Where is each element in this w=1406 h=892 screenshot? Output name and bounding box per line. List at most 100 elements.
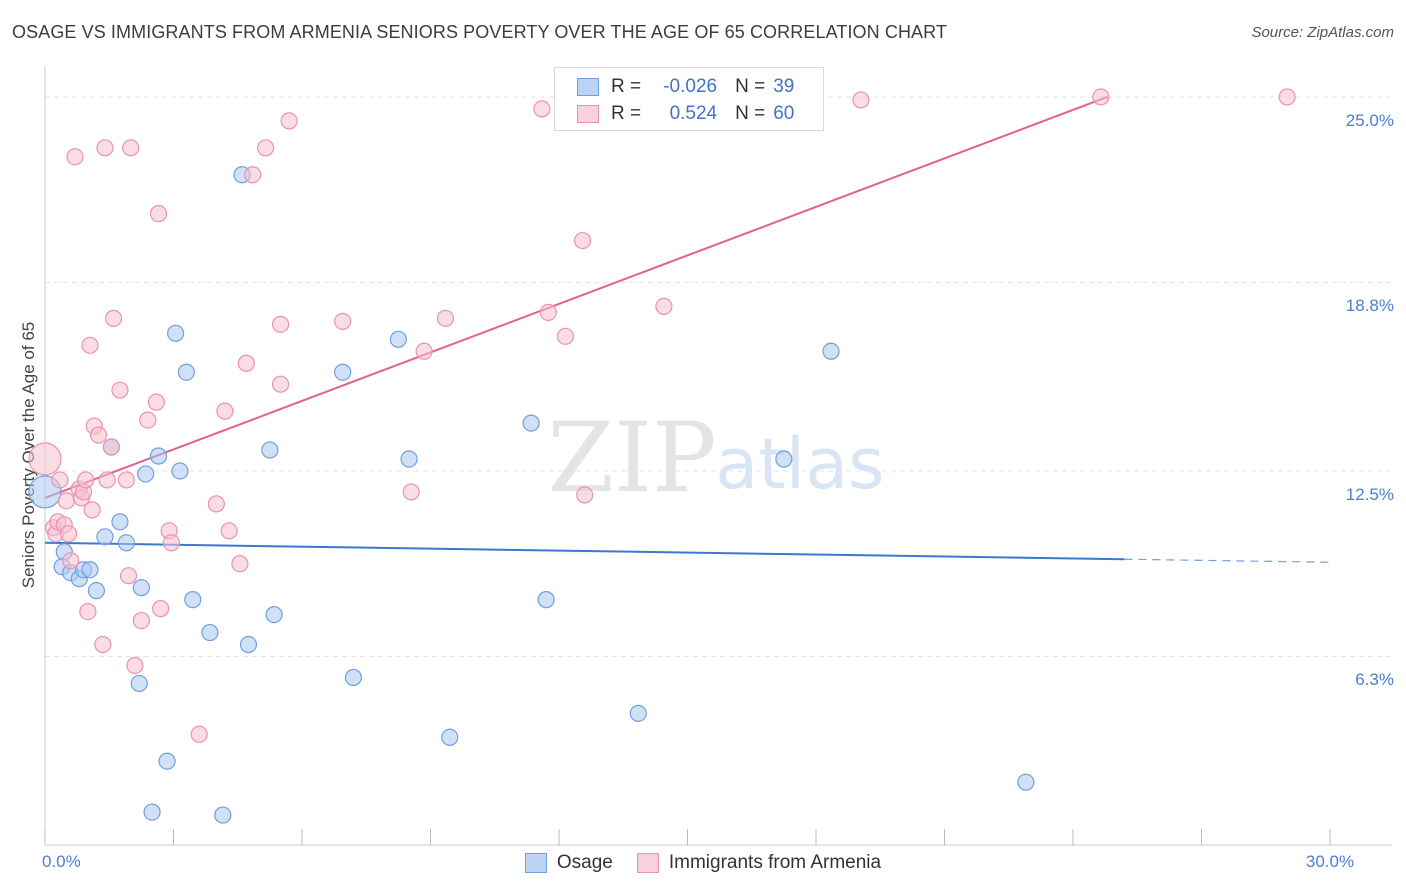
armenia-point [1092,88,1110,106]
source-label: Source: ZipAtlas.com [1251,24,1394,41]
armenia-point [655,297,673,315]
stats-row-osage: R = -0.026 N = 39 [577,75,794,99]
osage-trend-extension [1124,558,1331,563]
r-label: R = [611,76,642,97]
armenia-point [334,312,352,330]
armenia-r-value: 0.524 [669,103,718,124]
armenia-point [139,411,157,429]
armenia-point [852,91,870,109]
armenia-point [190,725,208,743]
osage-point [629,704,647,722]
armenia-point [83,501,101,519]
armenia-point [576,486,594,504]
osage-legend-swatch [524,853,547,873]
osage-point [158,752,176,770]
series-armenia-points [28,88,1296,743]
watermark: ZIP atlas [547,402,884,514]
osage-point [117,534,135,552]
armenia-point [152,600,170,618]
osage-point [537,591,555,609]
osage-point [184,591,202,609]
armenia-point [1278,88,1296,106]
stats-row-armenia: R = 0.524 N = 60 [577,102,794,126]
x-tick-label: 0.0% [42,852,81,871]
osage-point [775,450,793,468]
osage-point [441,728,459,746]
armenia-point [573,231,592,250]
armenia-point [402,483,420,501]
armenia-point [59,525,78,543]
armenia-legend-swatch [636,853,659,873]
osage-point [400,450,418,468]
osage-point [822,342,840,360]
osage-point [96,528,114,546]
chart-title: OSAGE VS IMMIGRANTS FROM ARMENIA SENIORS… [12,22,948,42]
osage-point [81,561,99,579]
armenia-point [102,438,120,456]
armenia-point [111,381,129,399]
osage-trend-line [44,541,1125,561]
armenia-point [415,342,433,360]
stats-legend: R = -0.026 N = 39 R = 0.524 N = 60 [554,67,824,131]
watermark-zip: ZIP [547,402,716,514]
armenia-point [126,656,144,675]
armenia-point [207,495,225,513]
osage-point [214,806,232,824]
armenia-point [271,315,290,333]
armenia-point [119,567,138,585]
armenia-point [57,492,76,510]
osage-point [167,324,185,342]
armenia-point [89,426,108,444]
armenia-point [216,402,234,420]
osage-point [389,330,407,348]
armenia-point [244,166,262,184]
n-label: N = [735,76,766,97]
osage-point [201,623,219,642]
osage-point [132,579,150,597]
osage-point [1017,773,1035,791]
armenia-point [81,336,99,354]
armenia-point [436,309,455,327]
armenia-point [122,139,140,157]
trend-layer [44,96,1331,563]
armenia-point [237,354,255,372]
armenia-point [280,112,298,130]
armenia-point [28,442,62,476]
osage-point [344,668,362,687]
armenia-point [149,205,168,223]
osage-legend-label: Osage [556,852,613,873]
armenia-point [51,471,69,489]
osage-point [137,465,155,483]
armenia-point [94,635,112,654]
armenia-point [117,471,135,489]
armenia-point [271,375,290,393]
legend-item-osage[interactable]: Osage [524,852,613,874]
osage-r-value: -0.026 [663,76,718,97]
series-osage-points [28,166,1035,824]
y-tick-label: 6.3% [1355,670,1394,690]
armenia-point [256,139,275,157]
y-tick-label: 12.5% [1345,484,1394,504]
watermark-atlas: atlas [715,423,884,505]
armenia-legend-label: Immigrants from Armenia [668,852,882,873]
osage-point [149,447,168,465]
armenia-point [539,303,557,321]
osage-point [111,513,129,531]
osage-n-value: 39 [773,76,795,97]
osage-point [130,674,148,693]
osage-point [265,605,283,624]
osage-point [177,363,195,381]
osage-point [143,803,161,821]
armenia-point [77,471,95,489]
legend-item-armenia[interactable]: Immigrants from Armenia [636,852,882,874]
osage-point [261,441,279,459]
armenia-point [132,611,150,630]
osage-point [334,363,352,381]
armenia-point [162,534,180,552]
r-label: R = [611,103,642,124]
armenia-swatch [577,105,599,123]
osage-point [239,635,258,654]
osage-swatch [577,78,599,96]
armenia-point [231,555,249,573]
